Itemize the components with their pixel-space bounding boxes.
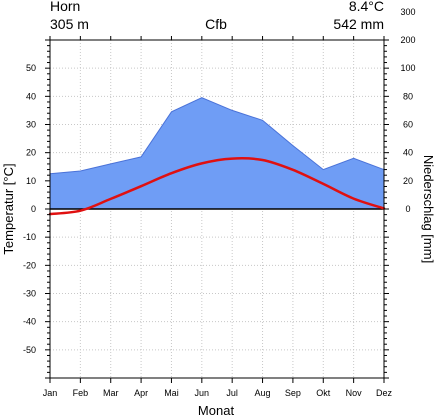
month-label: Okt xyxy=(316,388,331,398)
right-tick-label: 300 xyxy=(400,7,415,17)
left-tick-label: 30 xyxy=(26,120,36,130)
left-tick-label: 40 xyxy=(26,91,36,101)
left-tick-label: 0 xyxy=(31,204,36,214)
left-tick-label: -40 xyxy=(23,317,36,327)
left-tick-label: -10 xyxy=(23,232,36,242)
left-tick-label: -30 xyxy=(23,289,36,299)
left-axis-title: Temperatur [°C] xyxy=(1,163,16,254)
right-tick-label: 60 xyxy=(403,120,413,130)
annual-precipitation: 542 mm xyxy=(333,16,384,32)
month-label: Sep xyxy=(285,388,301,398)
right-tick-label: 20 xyxy=(403,176,413,186)
left-tick-label: -20 xyxy=(23,260,36,270)
right-tick-label: 40 xyxy=(403,148,413,158)
left-tick-label: 10 xyxy=(26,176,36,186)
climate-class: Cfb xyxy=(205,16,227,32)
month-label: Mai xyxy=(164,388,179,398)
x-axis-title: Monat xyxy=(198,403,235,418)
axis-ticks xyxy=(45,36,389,383)
month-label: Nov xyxy=(346,388,363,398)
left-tick-label: -50 xyxy=(23,345,36,355)
temperature-line-layer xyxy=(48,157,386,216)
station-elevation: 305 m xyxy=(50,16,89,32)
precipitation-area xyxy=(50,97,384,209)
station-name: Horn xyxy=(50,0,80,14)
precipitation-line xyxy=(49,97,385,175)
month-label: Jul xyxy=(226,388,238,398)
right-tick-label: 100 xyxy=(400,63,415,73)
month-label: Aug xyxy=(255,388,271,398)
right-tick-label: 80 xyxy=(403,91,413,101)
month-label: Mar xyxy=(103,388,119,398)
month-label: Jan xyxy=(43,388,58,398)
right-axis-title: Niederschlag [mm] xyxy=(421,155,436,263)
right-tick-label: 200 xyxy=(400,35,415,45)
tick-labels: -50 -40 -30 -20 -10 0 10 20 30 40 50 0 20 40 60 80 100 20… xyxy=(23,7,416,398)
temperature-line xyxy=(48,157,386,216)
mean-temperature: 8.4°C xyxy=(349,0,384,14)
right-tick-label: 0 xyxy=(405,204,410,214)
left-tick-label: 20 xyxy=(26,148,36,158)
precipitation-area-layer xyxy=(49,97,385,209)
month-label: Feb xyxy=(73,388,89,398)
month-label: Jun xyxy=(195,388,210,398)
month-label: Apr xyxy=(134,388,148,398)
left-tick-label: 50 xyxy=(26,63,36,73)
month-label: Dez xyxy=(376,388,393,398)
